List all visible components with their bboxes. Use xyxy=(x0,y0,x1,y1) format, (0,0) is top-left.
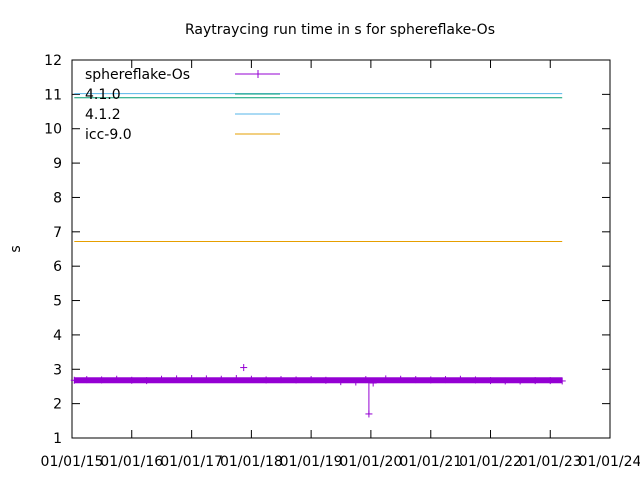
data-point xyxy=(232,375,240,383)
y-axis-label: s xyxy=(8,245,24,252)
x-tick-label: 01/01/20 xyxy=(339,454,402,470)
x-tick-label: 01/01/24 xyxy=(579,454,640,470)
data-point xyxy=(188,375,196,383)
data-point xyxy=(362,376,370,384)
data-point xyxy=(202,375,210,383)
x-tick-label: 01/01/16 xyxy=(100,454,163,470)
data-point xyxy=(143,377,151,385)
legend-label: 4.1.0 xyxy=(85,87,121,103)
data-point xyxy=(113,375,121,383)
x-tick-label: 01/01/15 xyxy=(41,454,104,470)
data-point xyxy=(369,379,377,387)
data-point xyxy=(397,375,405,383)
x-tick-label: 01/01/21 xyxy=(399,454,462,470)
data-point xyxy=(128,376,136,384)
data-point xyxy=(83,376,91,384)
legend-label: sphereflake-Os xyxy=(85,67,190,83)
y-tick-label: 8 xyxy=(53,190,62,206)
series-layer xyxy=(70,93,566,418)
series-band xyxy=(74,377,563,384)
data-point xyxy=(262,376,270,384)
data-point xyxy=(98,376,106,384)
data-point xyxy=(337,378,345,386)
data-point xyxy=(352,378,360,386)
x-tick-label: 01/01/19 xyxy=(280,454,343,470)
data-point xyxy=(456,375,464,383)
legend-label: 4.1.2 xyxy=(85,107,121,123)
series-points-sphereflake-Os xyxy=(70,364,566,418)
data-point xyxy=(531,377,539,385)
data-point xyxy=(427,376,435,384)
data-point xyxy=(277,376,285,384)
y-tick-label: 1 xyxy=(53,431,62,447)
x-axis: 01/01/1501/01/1601/01/1701/01/1801/01/19… xyxy=(41,60,640,470)
data-point xyxy=(322,376,330,384)
y-tick-label: 4 xyxy=(53,328,62,344)
data-point xyxy=(516,377,524,385)
data-point xyxy=(382,375,390,383)
y-tick-label: 10 xyxy=(44,122,62,138)
data-point xyxy=(247,375,255,383)
y-tick-label: 7 xyxy=(53,225,62,241)
data-point xyxy=(307,376,315,384)
y-tick-label: 2 xyxy=(53,397,62,413)
x-tick-label: 01/01/23 xyxy=(519,454,582,470)
x-tick-label: 01/01/22 xyxy=(459,454,522,470)
data-point xyxy=(558,377,566,385)
data-point xyxy=(292,376,300,384)
x-tick-label: 01/01/17 xyxy=(160,454,223,470)
data-point xyxy=(442,376,450,384)
data-point xyxy=(217,375,225,383)
y-tick-label: 6 xyxy=(53,259,62,275)
data-point xyxy=(501,377,509,385)
y-tick-label: 5 xyxy=(53,294,62,310)
data-point xyxy=(173,375,181,383)
x-tick-label: 01/01/18 xyxy=(220,454,283,470)
data-point xyxy=(70,376,78,384)
y-tick-label: 3 xyxy=(53,362,62,378)
y-tick-label: 11 xyxy=(44,87,62,103)
data-point xyxy=(487,377,495,385)
data-point xyxy=(412,376,420,384)
chart-title: Raytraycing run time in s for sphereflak… xyxy=(185,22,495,38)
plot-frame xyxy=(71,59,611,439)
legend: sphereflake-Os 4.1.0 4.1.2 icc-9.0 xyxy=(85,67,280,143)
data-point xyxy=(240,364,248,372)
y-tick-label: 12 xyxy=(44,53,62,69)
y-tick-label: 9 xyxy=(53,156,62,172)
data-point xyxy=(158,375,166,383)
data-point xyxy=(546,377,554,385)
data-point xyxy=(471,376,479,384)
legend-label: icc-9.0 xyxy=(85,127,132,143)
